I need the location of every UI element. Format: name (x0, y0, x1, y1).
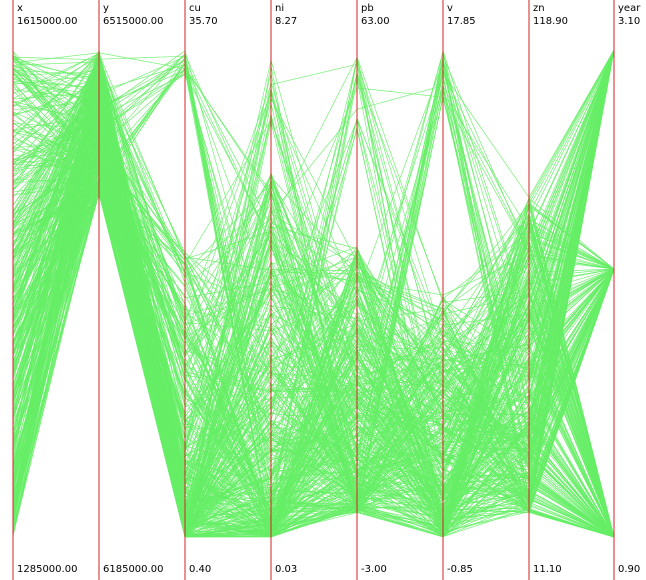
record-line (12, 49, 615, 534)
record-line (12, 49, 615, 533)
axis-name-x: x (17, 3, 23, 14)
record-line (12, 150, 615, 539)
record-line (12, 66, 615, 517)
record-line (12, 192, 615, 538)
record-line (12, 105, 615, 538)
axis-min-y: 6185000.00 (103, 564, 164, 575)
axis-min-v: -0.85 (447, 564, 473, 575)
axis-max-zn: 118.90 (533, 16, 568, 27)
axis-name-pb: pb (361, 3, 374, 14)
axis-min-ni: 0.03 (275, 564, 298, 575)
record-line (12, 190, 615, 484)
axis-max-ni: 8.27 (275, 16, 298, 27)
axis-min-cu: 0.40 (189, 564, 212, 575)
record-line (12, 51, 615, 538)
record-line (12, 49, 615, 538)
record-line (12, 49, 615, 538)
axis-max-year: 3.10 (618, 16, 641, 27)
axis-max-v: 17.85 (447, 16, 476, 27)
record-line (12, 78, 615, 538)
axis-name-y: y (103, 3, 109, 14)
axis-name-zn: zn (533, 3, 545, 14)
record-line (12, 90, 615, 538)
record-line (12, 49, 615, 448)
record-line (12, 76, 615, 513)
record-line (12, 193, 615, 538)
record-line (12, 152, 615, 537)
axes (12, 0, 615, 580)
axis-name-ni: ni (275, 3, 285, 14)
record-line (12, 49, 615, 528)
axis-min-pb: -3.00 (361, 564, 387, 575)
record-line (12, 66, 615, 539)
record-line (12, 60, 615, 538)
record-line (12, 57, 615, 538)
record-line (12, 117, 615, 515)
axis-max-y: 6515000.00 (103, 16, 164, 27)
record-line (12, 107, 615, 522)
record-line (12, 49, 615, 481)
record-line (12, 58, 615, 538)
record-line (12, 137, 615, 538)
record-line (12, 57, 615, 500)
record-line (12, 100, 615, 537)
axis-min-year: 0.90 (618, 564, 641, 575)
record-line (12, 49, 615, 513)
axis-min-x: 1285000.00 (17, 564, 78, 575)
record-line (12, 53, 615, 538)
axis-min-zn: 11.10 (533, 564, 562, 575)
axis-max-x: 1615000.00 (17, 16, 78, 27)
record-line (12, 87, 615, 435)
record-line (12, 178, 615, 538)
record-line (12, 132, 615, 538)
record-line (12, 190, 615, 538)
record-line (12, 49, 615, 537)
axis-name-year: year (618, 3, 641, 14)
record-line (12, 49, 615, 533)
axis-max-pb: 63.00 (361, 16, 390, 27)
record-line (12, 118, 615, 530)
record-line (12, 114, 615, 538)
polylines (12, 49, 615, 539)
axis-name-cu: cu (189, 3, 201, 14)
axis-name-v: v (447, 3, 453, 14)
axis-max-cu: 35.70 (189, 16, 218, 27)
record-line (12, 49, 615, 432)
record-line (12, 49, 615, 523)
record-line (12, 141, 615, 538)
record-line (12, 52, 615, 531)
